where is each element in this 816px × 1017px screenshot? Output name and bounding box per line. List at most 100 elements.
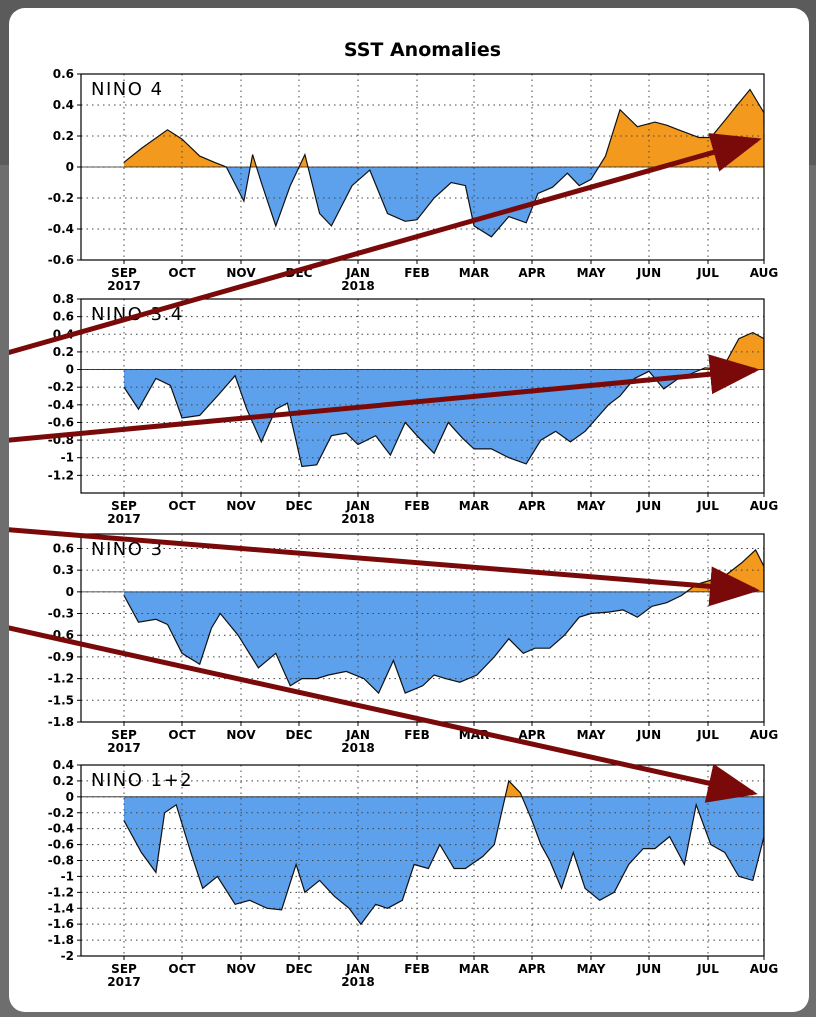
y-tick-label: -0.6: [48, 838, 74, 852]
x-tick-label: MAY: [577, 499, 606, 513]
y-tick-label: -0.4: [48, 222, 74, 236]
x-tick-label: FEB: [404, 266, 430, 280]
y-tick-label: -0.4: [48, 822, 74, 836]
x-tick-label: JUN: [636, 728, 661, 742]
x-tick-label: FEB: [404, 962, 430, 976]
positive-anomaly-area: [124, 549, 764, 592]
x-tick-label: JAN: [345, 962, 370, 976]
x-tick-label: AUG: [750, 266, 779, 280]
x-tick-label: OCT: [168, 266, 196, 280]
x-tick-label: MAR: [459, 499, 489, 513]
x-tick-label: JUN: [636, 962, 661, 976]
x-tick-label: JAN: [345, 266, 370, 280]
x-tick-label: SEP: [111, 499, 137, 513]
x-tick-label: MAY: [577, 962, 606, 976]
negative-anomaly-area: [124, 167, 764, 237]
y-tick-label: 0.4: [53, 98, 74, 112]
x-tick-label: NOV: [226, 499, 256, 513]
y-tick-label: -0.3: [48, 607, 74, 621]
x-tick-label: DEC: [286, 728, 313, 742]
x-tick-label: DEC: [286, 962, 313, 976]
y-tick-label: -1.5: [48, 693, 74, 707]
sst-anomalies-figure: SST Anomalies -0.6 -0.4 -0.2 0 0.2 0.4 0.6 SEP OC…: [9, 39, 779, 989]
anomaly-series-line: [123, 88, 764, 238]
y-tick-label: -1.6: [48, 917, 74, 931]
anomaly-series-line: [123, 331, 764, 468]
y-tick-label: -0.8: [48, 854, 74, 868]
x-tick-label: SEP: [111, 266, 137, 280]
trend-arrow: [9, 625, 758, 803]
y-tick-label: -1.8: [48, 933, 74, 947]
y-tick-label: 0.6: [53, 541, 74, 555]
x-tick-label: NOV: [226, 728, 256, 742]
panel-nino-1-2: -2 -1.8 -1.6 -1.4 -1.2 -1-0.8 -0.6 -0.4 -0.2 0 0.2…: [48, 758, 779, 989]
y-tick-label: -0.2: [48, 806, 74, 820]
trend-arrow: [9, 354, 760, 443]
year-label: 2017: [107, 975, 140, 989]
panel-label: NINO 4: [91, 79, 164, 100]
x-tick-label: FEB: [404, 728, 430, 742]
x-tick-label: MAR: [459, 962, 489, 976]
year-label: 2018: [341, 741, 374, 755]
x-tick-label: OCT: [168, 728, 196, 742]
x-tick-label: OCT: [168, 499, 196, 513]
y-tick-label: -1.8: [48, 715, 74, 729]
chart-card: SST Anomalies -0.6 -0.4 -0.2 0 0.2 0.4 0.6 SEP OC…: [9, 8, 809, 1012]
year-label: 2017: [107, 741, 140, 755]
year-label: 2018: [341, 279, 374, 293]
y-tick-label: 0.3: [53, 563, 74, 577]
x-tick-label: JUL: [696, 728, 719, 742]
y-tick-label: 0: [66, 585, 74, 599]
x-tick-label: JUN: [636, 266, 661, 280]
y-tick-label: -0.9: [48, 650, 74, 664]
x-tick-label: AUG: [750, 499, 779, 513]
x-tick-label: OCT: [168, 962, 196, 976]
y-tick-label: -2: [61, 949, 74, 963]
y-tick-label: -1.4: [48, 901, 74, 915]
panel-label: NINO 3: [91, 539, 164, 560]
x-tick-label: SEP: [111, 728, 137, 742]
y-tick-label: -0.4: [48, 398, 74, 412]
y-tick-label: -1: [61, 451, 74, 465]
anomaly-series-line: [123, 779, 764, 926]
positive-anomaly-area: [124, 332, 764, 370]
negative-anomaly-area: [124, 369, 764, 467]
x-tick-label: JUL: [696, 499, 719, 513]
x-tick-label: JUN: [636, 499, 661, 513]
y-tick-label: 0: [66, 363, 74, 377]
x-tick-label: NOV: [226, 266, 256, 280]
positive-anomaly-area: [124, 89, 764, 167]
x-tick-label: APR: [518, 499, 545, 513]
x-tick-label: AUG: [750, 962, 779, 976]
x-tick-label: MAY: [577, 728, 606, 742]
x-tick-label: JAN: [345, 728, 370, 742]
panel-frame: [80, 298, 765, 494]
y-tick-label: -0.2: [48, 191, 74, 205]
trend-arrow: [9, 527, 760, 607]
y-tick-label: -0.2: [48, 380, 74, 394]
x-tick-label: APR: [518, 962, 545, 976]
x-tick-label: JUL: [696, 962, 719, 976]
y-tick-label: 0.6: [53, 67, 74, 81]
x-tick-label: JAN: [345, 499, 370, 513]
year-label: 2018: [341, 512, 374, 526]
x-tick-label: APR: [518, 266, 545, 280]
y-tick-label: -1.2: [48, 672, 74, 686]
x-tick-label: AUG: [750, 728, 779, 742]
y-tick-label: -1.2: [48, 885, 74, 899]
y-tick-label: 0.8: [53, 292, 74, 306]
y-tick-label: 0: [66, 790, 74, 804]
year-label: 2018: [341, 975, 374, 989]
y-tick-label: 0.2: [53, 774, 74, 788]
x-tick-label: SEP: [111, 962, 137, 976]
y-tick-label: 0.6: [53, 310, 74, 324]
y-tick-label: -0.6: [48, 253, 74, 267]
y-tick-label: -1: [61, 869, 74, 883]
y-tick-label: 0.2: [53, 345, 74, 359]
year-label: 2017: [107, 279, 140, 293]
x-tick-label: MAR: [459, 266, 489, 280]
x-tick-label: NOV: [226, 962, 256, 976]
